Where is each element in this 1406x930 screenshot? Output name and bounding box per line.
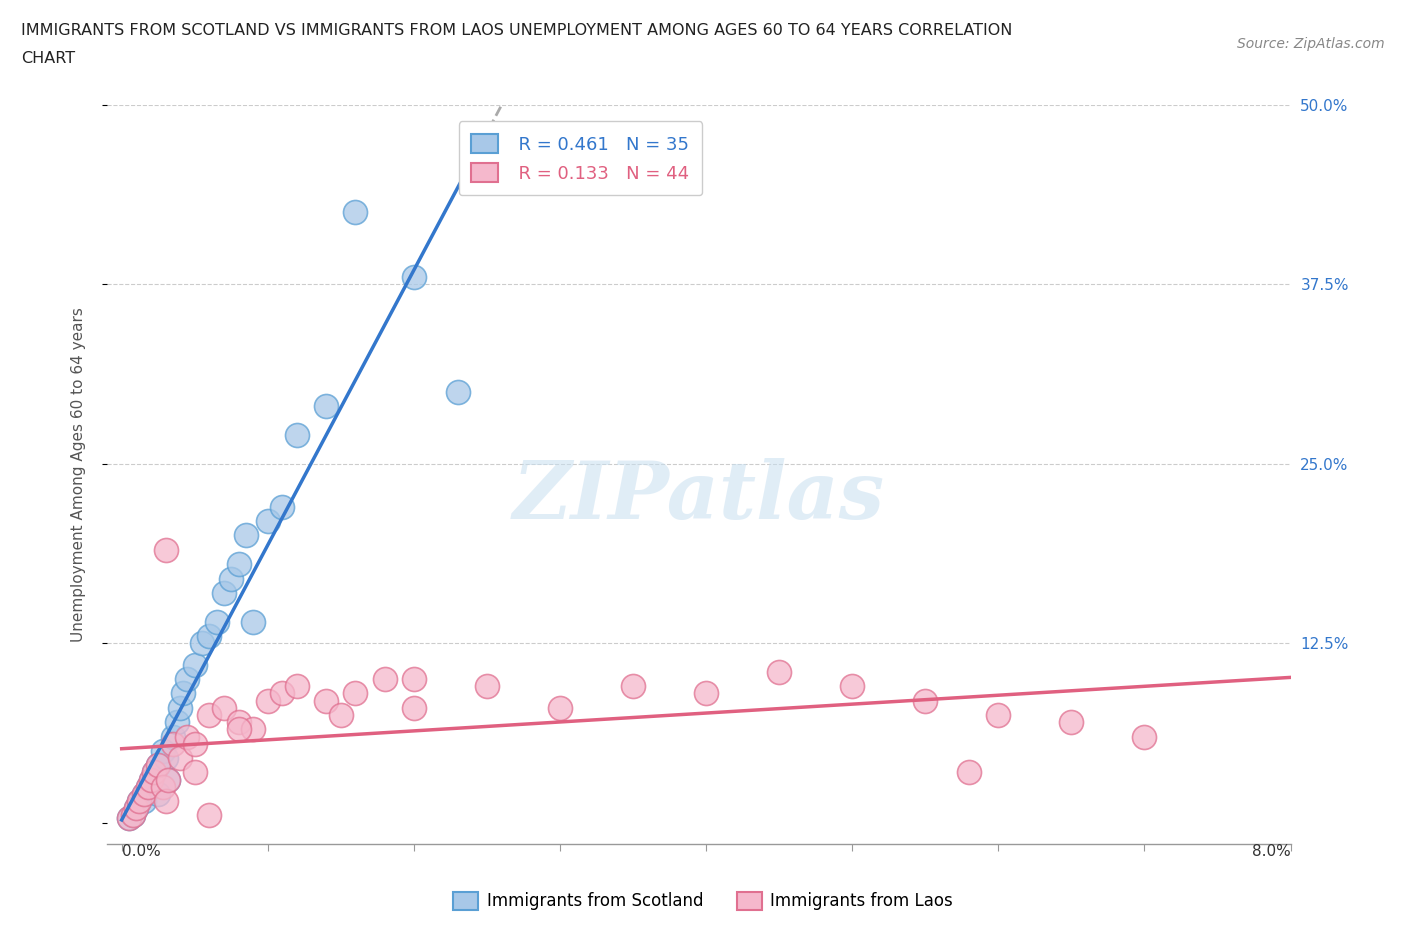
Point xyxy=(162,737,184,751)
Point xyxy=(242,722,264,737)
Point xyxy=(271,499,294,514)
Point xyxy=(228,715,250,730)
Point xyxy=(198,708,221,723)
Point xyxy=(172,686,194,701)
Point xyxy=(198,808,221,823)
Point xyxy=(139,772,162,787)
Point xyxy=(212,586,235,601)
Point xyxy=(157,772,180,787)
Point xyxy=(987,708,1010,723)
Point xyxy=(205,614,228,629)
Point xyxy=(136,779,159,794)
Point xyxy=(219,571,242,586)
Point xyxy=(242,614,264,629)
Point xyxy=(285,428,308,443)
Point xyxy=(125,801,148,816)
Point xyxy=(184,658,207,672)
Point xyxy=(128,793,150,808)
Text: Source: ZipAtlas.com: Source: ZipAtlas.com xyxy=(1237,37,1385,51)
Point xyxy=(198,629,221,644)
Point xyxy=(128,793,150,808)
Point xyxy=(169,700,191,715)
Point xyxy=(122,808,145,823)
Point xyxy=(184,765,207,780)
Point xyxy=(118,811,141,826)
Point xyxy=(271,686,294,701)
Point xyxy=(132,787,155,802)
Point xyxy=(315,399,337,414)
Point xyxy=(176,729,198,744)
Point xyxy=(1133,729,1156,744)
Point xyxy=(212,700,235,715)
Point xyxy=(621,679,644,694)
Point xyxy=(344,686,367,701)
Point xyxy=(329,708,352,723)
Point xyxy=(475,679,498,694)
Point xyxy=(256,513,278,528)
Point xyxy=(162,729,184,744)
Text: 8.0%: 8.0% xyxy=(1251,844,1291,859)
Point xyxy=(155,542,177,557)
Point xyxy=(184,737,207,751)
Point xyxy=(132,787,155,802)
Text: CHART: CHART xyxy=(21,51,75,66)
Point xyxy=(768,664,790,679)
Point xyxy=(191,636,214,651)
Point xyxy=(315,693,337,708)
Point xyxy=(1060,715,1083,730)
Point xyxy=(169,751,191,765)
Text: 0.0%: 0.0% xyxy=(122,844,160,859)
Point xyxy=(139,772,162,787)
Point xyxy=(447,384,470,399)
Point xyxy=(132,793,155,808)
Point xyxy=(142,765,165,780)
Point xyxy=(136,779,159,794)
Point xyxy=(228,557,250,572)
Point xyxy=(285,679,308,694)
Point xyxy=(166,715,188,730)
Point xyxy=(125,801,148,816)
Text: IMMIGRANTS FROM SCOTLAND VS IMMIGRANTS FROM LAOS UNEMPLOYMENT AMONG AGES 60 TO 6: IMMIGRANTS FROM SCOTLAND VS IMMIGRANTS F… xyxy=(21,23,1012,38)
Point xyxy=(957,765,980,780)
Point xyxy=(148,758,170,773)
Text: ZIPatlas: ZIPatlas xyxy=(513,458,884,536)
Point xyxy=(841,679,863,694)
Point xyxy=(148,787,170,802)
Point xyxy=(695,686,717,701)
Legend: Immigrants from Scotland, Immigrants from Laos: Immigrants from Scotland, Immigrants fro… xyxy=(447,885,959,917)
Point xyxy=(176,671,198,686)
Point xyxy=(155,751,177,765)
Point xyxy=(548,700,571,715)
Y-axis label: Unemployment Among Ages 60 to 64 years: Unemployment Among Ages 60 to 64 years xyxy=(72,307,86,642)
Point xyxy=(152,743,174,758)
Point xyxy=(142,765,165,780)
Point xyxy=(374,671,396,686)
Point xyxy=(344,205,367,219)
Point xyxy=(402,270,425,285)
Point xyxy=(152,779,174,794)
Point xyxy=(402,671,425,686)
Point xyxy=(256,693,278,708)
Point xyxy=(118,811,141,826)
Point xyxy=(235,528,257,543)
Point xyxy=(914,693,936,708)
Point xyxy=(402,700,425,715)
Legend:   R = 0.461   N = 35,   R = 0.133   N = 44: R = 0.461 N = 35, R = 0.133 N = 44 xyxy=(458,121,702,195)
Point xyxy=(122,808,145,823)
Point xyxy=(155,793,177,808)
Point xyxy=(228,722,250,737)
Point xyxy=(148,758,170,773)
Point xyxy=(157,772,180,787)
